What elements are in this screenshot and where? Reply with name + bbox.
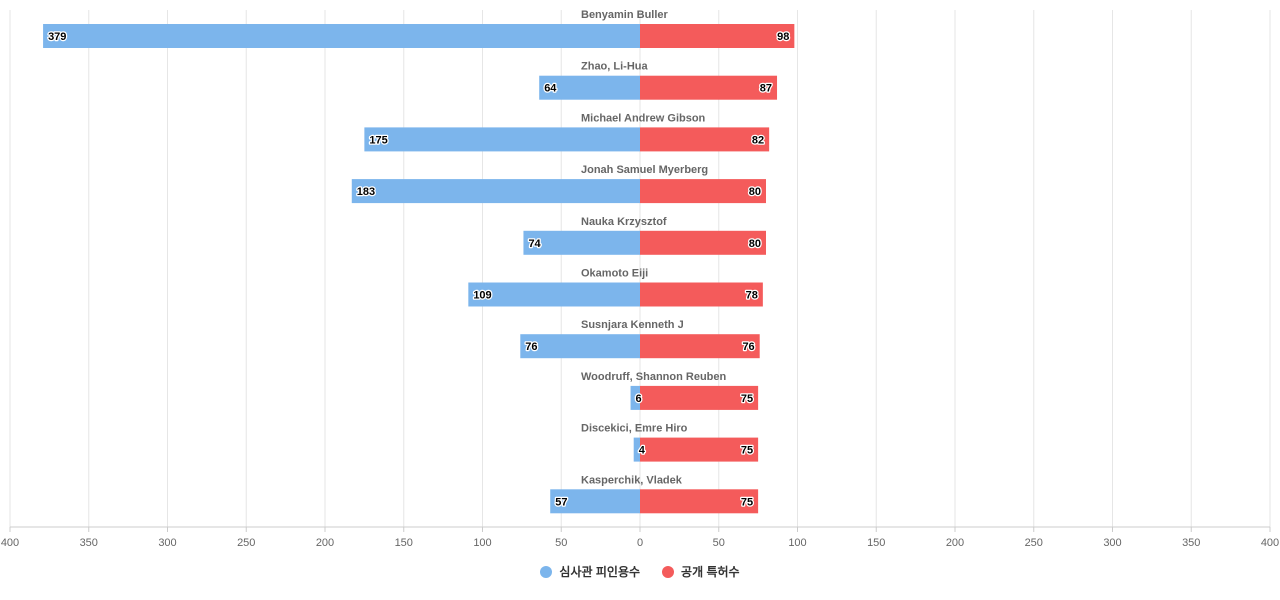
legend-dot-patents xyxy=(662,565,675,578)
x-tick-label: 350 xyxy=(80,537,98,549)
value-label-citations: 57 xyxy=(555,496,567,508)
bar-patents[interactable] xyxy=(640,127,770,152)
legend-item-patents[interactable]: 공개 특허수 xyxy=(662,563,740,580)
bar-citations[interactable] xyxy=(364,127,640,152)
category-label: Okamoto Eiji xyxy=(581,268,648,280)
value-label-patents: 80 xyxy=(749,238,761,250)
x-tick-label: 50 xyxy=(555,537,567,549)
value-label-patents: 75 xyxy=(741,445,753,457)
legend-label-citations: 심사관 피인용수 xyxy=(559,565,641,579)
bar-patents[interactable] xyxy=(640,489,759,514)
legend-item-citations[interactable]: 심사관 피인용수 xyxy=(540,563,640,580)
bar-citations[interactable] xyxy=(630,385,640,410)
x-tick-label: 100 xyxy=(473,537,491,549)
bar-citations[interactable] xyxy=(539,75,640,100)
value-label-patents: 75 xyxy=(741,496,753,508)
bar-citations[interactable] xyxy=(43,24,640,48)
bar-patents[interactable] xyxy=(640,282,763,307)
category-label: Zhao, Li-Hua xyxy=(581,61,648,73)
x-tick-label: 300 xyxy=(158,537,176,549)
category-label: Kasperchik, Vladek xyxy=(581,474,683,486)
x-tick-label: 100 xyxy=(788,537,806,549)
category-label: Michael Andrew Gibson xyxy=(581,112,706,124)
value-label-citations: 4 xyxy=(639,445,646,457)
x-tick-label: 250 xyxy=(1025,537,1043,549)
value-labels: 379 98 64 87 175 82 183 80 74 80 109 78 76 76 6 75 4 75 57… xyxy=(47,30,791,510)
bar-citations[interactable] xyxy=(633,437,640,462)
legend-label-patents: 공개 특허수 xyxy=(681,565,740,579)
value-label-patents: 80 xyxy=(749,186,761,198)
value-label-citations: 175 xyxy=(369,134,387,146)
value-label-citations: 74 xyxy=(528,238,541,250)
category-label: Benyamin Buller xyxy=(581,9,669,21)
legend-dot-citations xyxy=(540,565,553,578)
x-tick-label: 200 xyxy=(316,537,334,549)
x-tick-label: 400 xyxy=(1,537,19,549)
x-tick-label: 150 xyxy=(395,537,413,549)
value-label-citations: 64 xyxy=(544,83,557,95)
bar-citations[interactable] xyxy=(351,179,640,204)
category-label: Discekici, Emre Hiro xyxy=(581,423,688,435)
category-label: Jonah Samuel Myerberg xyxy=(581,164,708,176)
x-tick-label: 0 xyxy=(637,537,643,549)
bar-citations[interactable] xyxy=(523,230,640,255)
value-label-patents: 76 xyxy=(742,341,754,353)
chart-bars xyxy=(43,24,795,514)
x-tick-label: 150 xyxy=(867,537,885,549)
x-tick-label: 50 xyxy=(713,537,725,549)
bar-patents[interactable] xyxy=(640,75,778,100)
value-label-patents: 87 xyxy=(760,83,772,95)
value-label-citations: 109 xyxy=(473,290,491,302)
category-label: Nauka Krzysztof xyxy=(581,216,667,228)
bar-patents[interactable] xyxy=(640,334,760,359)
value-label-patents: 75 xyxy=(741,393,753,405)
x-tick-label: 350 xyxy=(1182,537,1200,549)
category-labels: Benyamin Buller Zhao, Li-Hua Michael Andre… xyxy=(581,9,727,486)
x-tick-label: 400 xyxy=(1261,537,1279,549)
category-label: Woodruff, Shannon Reuben xyxy=(581,371,727,383)
bar-patents[interactable] xyxy=(640,385,759,410)
value-label-citations: 183 xyxy=(357,186,375,198)
chart-legend: 심사관 피인용수 공개 특허수 xyxy=(0,563,1280,580)
bar-patents[interactable] xyxy=(640,24,795,48)
category-label: Susnjara Kenneth J xyxy=(581,319,684,331)
x-axis: 400 350 300 250 200 150 100 50 0 50 100 150 200 250 30… xyxy=(1,526,1279,549)
value-label-citations: 379 xyxy=(48,31,66,43)
value-label-patents: 78 xyxy=(746,290,758,302)
x-tick-label: 300 xyxy=(1103,537,1121,549)
value-label-citations: 6 xyxy=(636,393,642,405)
x-tick-label: 250 xyxy=(237,537,255,549)
value-label-patents: 82 xyxy=(752,134,764,146)
bar-citations[interactable] xyxy=(550,489,640,514)
chart-grid xyxy=(9,10,1271,527)
diverging-bar-chart: Benyamin Buller Zhao, Li-Hua Michael Andre… xyxy=(1,9,1279,549)
bar-citations[interactable] xyxy=(468,282,640,307)
bar-patents[interactable] xyxy=(640,230,766,255)
bar-patents[interactable] xyxy=(640,437,759,462)
value-label-patents: 98 xyxy=(777,31,789,43)
x-tick-label: 200 xyxy=(946,537,964,549)
value-label-citations: 76 xyxy=(525,341,537,353)
bar-patents[interactable] xyxy=(640,179,766,204)
bar-citations[interactable] xyxy=(520,334,640,359)
